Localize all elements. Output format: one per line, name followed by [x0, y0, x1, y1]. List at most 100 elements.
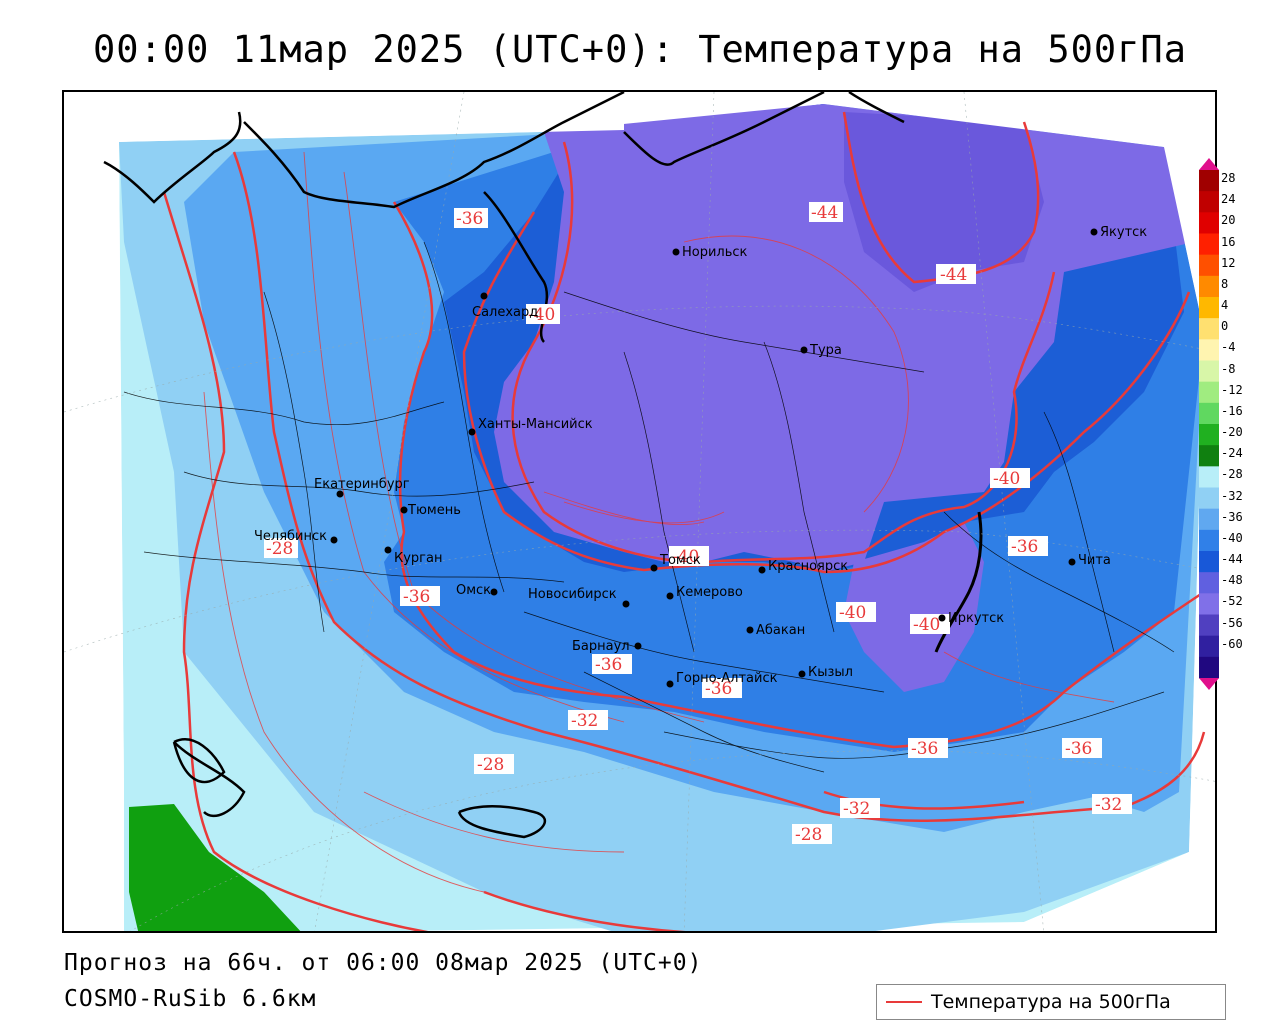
- isotherm-minus28-south: [483, 890, 687, 931]
- svg-text:Тюмень: Тюмень: [407, 503, 461, 518]
- isoline-label: -44: [936, 264, 976, 285]
- svg-text:Челябинск: Челябинск: [254, 529, 327, 544]
- colorbar-swatch: [1199, 424, 1219, 446]
- colorbar-tick-label: -20: [1221, 425, 1243, 439]
- colorbar-tick-label: -48: [1221, 573, 1243, 588]
- svg-text:-40: -40: [672, 547, 699, 567]
- admin-borders: [123, 241, 1175, 773]
- isoline-label: -44: [809, 202, 843, 223]
- isotherm-minus36-west: [392, 201, 1205, 749]
- svg-text:-36: -36: [595, 655, 622, 675]
- forecast-info: Прогноз на 66ч. от 06:00 08мар 2025 (UTC…: [64, 950, 703, 976]
- colorbar-swatch: [1199, 170, 1219, 192]
- colorbar-tick-label: -8: [1221, 361, 1236, 376]
- colorbar-swatch: [1199, 593, 1219, 615]
- svg-text:Красноярск: Красноярск: [768, 559, 848, 574]
- isoline-label: -28: [792, 824, 832, 845]
- outside-domain-bottom: [1024, 852, 1215, 931]
- isotherm-minus40: [462, 211, 1191, 574]
- city-krasnoyarsk: Красноярск: [758, 559, 848, 574]
- colorbar-tick-label: 0: [1221, 319, 1229, 334]
- svg-text:Томск: Томск: [659, 553, 701, 568]
- colorbar-tick-label: 12: [1221, 255, 1236, 270]
- svg-text:-36: -36: [403, 587, 430, 607]
- colorbar-swatch: [1199, 339, 1219, 361]
- colorbar-swatch: [1199, 529, 1219, 552]
- colorbar-tick-label: -24: [1221, 446, 1243, 461]
- colorbar-tick-label: -36: [1221, 509, 1243, 524]
- map-title: 00:00 11мар 2025 (UTC+0): Температура на…: [93, 28, 1187, 71]
- svg-text:Норильск: Норильск: [682, 245, 748, 260]
- isoline-label: -36: [702, 678, 742, 699]
- svg-text:-36: -36: [1011, 537, 1038, 557]
- svg-text:-44: -44: [811, 203, 838, 223]
- colorbar-tick-label: -32: [1221, 488, 1243, 503]
- isoline-label: -32: [568, 710, 608, 731]
- colorbar-swatch: [1199, 572, 1219, 594]
- isoline-label: -36: [400, 586, 440, 607]
- svg-text:Иркутск: Иркутск: [948, 611, 1004, 626]
- isoline-labels: -36 -44 -44 -40 -40 -28 -36 -40 -36 -40 …: [264, 202, 1132, 845]
- colorbar-tick-label: 8: [1221, 276, 1229, 291]
- isoline-label: -36: [454, 208, 488, 229]
- colorbar-tick-label: -28: [1221, 467, 1243, 482]
- outside-domain-left: [64, 92, 624, 931]
- colorbar-swatch: [1199, 254, 1219, 277]
- model-name: COSMO-RuSib 6.6км: [64, 986, 317, 1012]
- isoline-label: -36: [1062, 738, 1102, 759]
- colorbar-swatch: [1199, 233, 1219, 256]
- svg-text:-40: -40: [993, 469, 1020, 489]
- svg-text:-36: -36: [911, 739, 938, 759]
- temperature-colorbar: [1199, 158, 1219, 690]
- colorbar-top-arrow: [1199, 158, 1219, 170]
- field-minus48: [844, 112, 1044, 292]
- city-tura: Тура: [800, 343, 842, 358]
- legend-label: Температура на 500гПа: [931, 991, 1171, 1013]
- isoline-label: -32: [1092, 794, 1132, 815]
- svg-text:-44: -44: [940, 265, 967, 285]
- isoline-label: -40: [990, 468, 1030, 489]
- svg-text:Салехард: Салехард: [472, 305, 538, 320]
- svg-text:-36: -36: [1065, 739, 1092, 759]
- svg-text:Чита: Чита: [1078, 553, 1111, 568]
- city-salekhard: Салехард: [472, 292, 538, 320]
- svg-text:-40: -40: [839, 603, 866, 623]
- colorbar-swatch: [1199, 551, 1219, 573]
- colorbar-tick-label: -60: [1221, 636, 1243, 651]
- colorbar-swatch: [1199, 275, 1219, 298]
- colorbar-tick-label: -16: [1221, 403, 1243, 418]
- colorbar-tick-label: -40: [1221, 530, 1243, 545]
- city-barnaul: Барнаул: [572, 639, 642, 654]
- colorbar-swatches: [1199, 158, 1219, 690]
- city-markers: Норильск Якутск Салехард Тура Ханты-Манс…: [254, 225, 1147, 688]
- svg-text:Горно-Алтайск: Горно-Алтайск: [676, 671, 778, 686]
- caspian-coast: [172, 738, 226, 784]
- isoline-label: -36: [592, 654, 632, 675]
- map-canvas: -36 -44 -44 -40 -40 -28 -36 -40 -36 -40 …: [64, 92, 1215, 931]
- city-kurgan: Курган: [384, 546, 442, 566]
- svg-text:Новосибирск: Новосибирск: [528, 587, 617, 602]
- colorbar-swatch: [1199, 297, 1219, 319]
- isoline-label: -28: [474, 754, 514, 775]
- isoline-label: -40: [526, 304, 560, 325]
- city-kemerovo: Кемерово: [666, 585, 743, 600]
- city-chelyabinsk: Челябинск: [254, 529, 338, 544]
- colorbar-tick-label: -12: [1221, 382, 1243, 397]
- field-green: [129, 804, 301, 931]
- city-kyzyl: Кызыл: [798, 665, 853, 680]
- svg-text:Омск: Омск: [456, 583, 491, 598]
- colorbar-swatch: [1199, 656, 1219, 679]
- graticule: [64, 92, 1215, 931]
- isotherm-minus28-west: [162, 191, 429, 931]
- colorbar-swatch: [1199, 318, 1219, 340]
- svg-text:-36: -36: [705, 679, 732, 699]
- isoline-label: -40: [669, 546, 709, 567]
- colorbar-swatch: [1199, 381, 1219, 404]
- svg-text:Тура: Тура: [809, 343, 842, 358]
- city-tomsk: Томск: [650, 553, 701, 572]
- colorbar-swatch: [1199, 466, 1219, 488]
- colorbar-swatch: [1199, 487, 1219, 510]
- city-gorno-altaysk: Горно-Алтайск: [666, 671, 778, 688]
- isotherm-minus32-west: [232, 151, 1206, 822]
- colorbar-swatch: [1199, 445, 1219, 467]
